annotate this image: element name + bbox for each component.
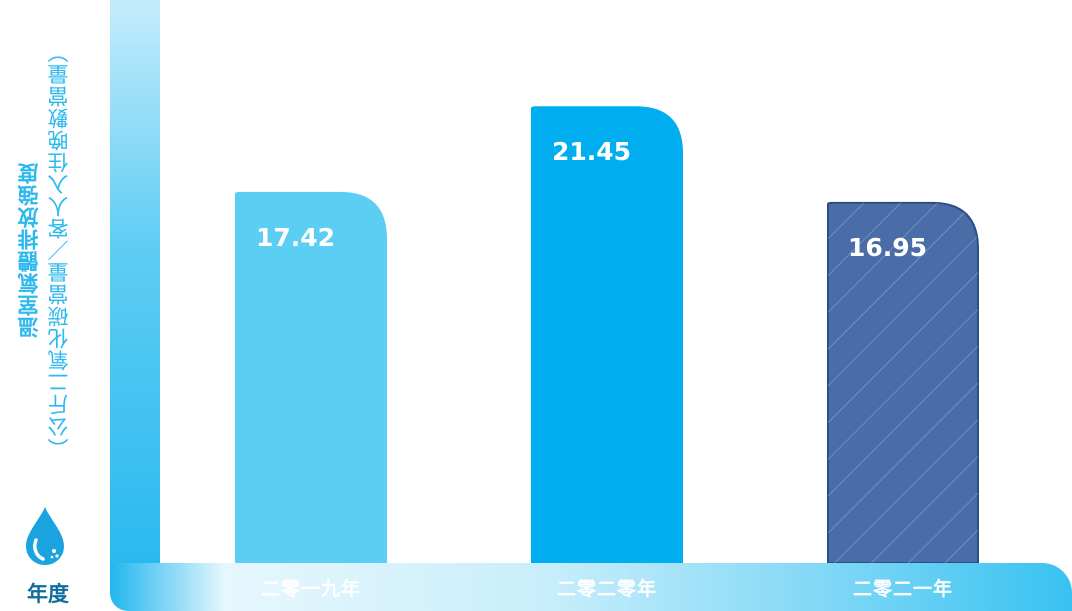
x-tick-label: 二零一九年 [260,578,361,600]
bar-value-label: 21.45 [552,137,632,167]
x-tick-label: 二零二一年 [852,578,953,600]
bar-2 [531,106,683,563]
x-tick-label: 二零二零年 [556,578,657,600]
bar-value-label: 17.42 [256,222,336,252]
bar-value-label: 16.95 [848,232,928,262]
x-axis-title: 年度 [27,582,69,606]
bar-3-hatch [828,202,978,563]
bar-plot-area [235,106,979,563]
y-axis-bar [110,0,160,611]
water-drop-icon [26,507,64,565]
x-axis-bar [110,563,1072,611]
bar-1 [235,191,387,563]
